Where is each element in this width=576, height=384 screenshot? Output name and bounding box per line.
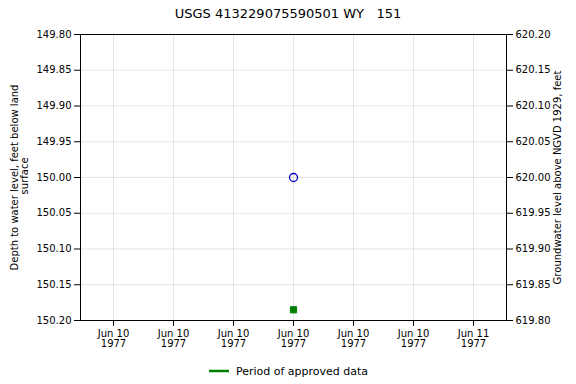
svg-text:150.15: 150.15 xyxy=(37,279,72,290)
svg-text:Jun 101977: Jun 101977 xyxy=(397,328,430,349)
svg-text:Jun 101977: Jun 101977 xyxy=(277,328,310,349)
svg-text:619.85: 619.85 xyxy=(516,279,551,290)
svg-text:620.05: 620.05 xyxy=(516,136,551,147)
svg-text:149.95: 149.95 xyxy=(37,136,72,147)
svg-text:620.20: 620.20 xyxy=(516,29,551,40)
svg-text:Jun 101977: Jun 101977 xyxy=(217,328,250,349)
svg-text:619.90: 619.90 xyxy=(516,243,551,254)
svg-text:150.05: 150.05 xyxy=(37,207,72,218)
svg-text:150.20: 150.20 xyxy=(37,315,72,326)
svg-text:Jun 101977: Jun 101977 xyxy=(337,328,370,349)
svg-text:150.00: 150.00 xyxy=(37,172,72,183)
svg-text:149.85: 149.85 xyxy=(37,64,72,75)
svg-text:620.15: 620.15 xyxy=(516,64,551,75)
svg-text:Groundwater level above NGVD 1: Groundwater level above NGVD 1929, feet xyxy=(552,71,563,285)
svg-text:620.00: 620.00 xyxy=(516,172,551,183)
svg-text:149.90: 149.90 xyxy=(37,100,72,111)
svg-text:149.80: 149.80 xyxy=(37,29,72,40)
svg-text:619.80: 619.80 xyxy=(516,315,551,326)
svg-text:Jun 111977: Jun 111977 xyxy=(457,328,490,349)
html-text:USGS 413229075590501 WY 151: USGS 413229075590501 WY 151 xyxy=(174,6,402,21)
svg-text:619.95: 619.95 xyxy=(516,207,551,218)
svg-text:620.10: 620.10 xyxy=(516,100,551,111)
html-text:Period of approved data: Period of approved data xyxy=(235,364,369,378)
svg-text:Jun 101977: Jun 101977 xyxy=(157,328,190,349)
svg-text:150.10: 150.10 xyxy=(37,243,72,254)
svg-text:Jun 101977: Jun 101977 xyxy=(97,328,130,349)
svg-text:Depth to water level, feet bel: Depth to water level, feet below land su… xyxy=(9,85,30,271)
